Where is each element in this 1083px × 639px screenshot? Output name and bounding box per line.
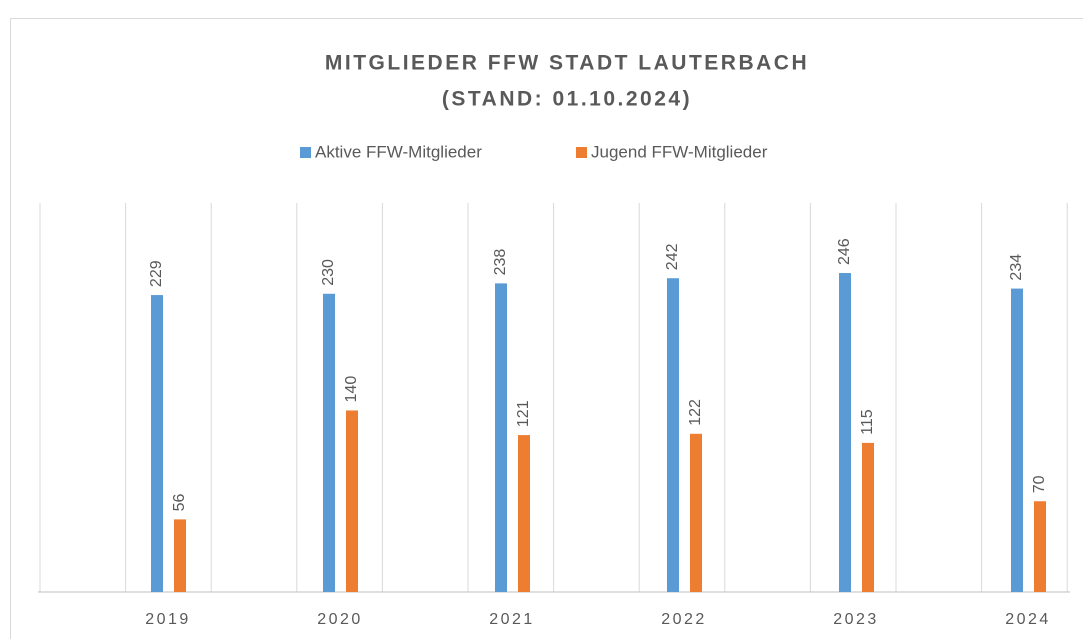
legend-swatch (300, 147, 311, 158)
data-label: 230 (320, 259, 337, 286)
data-label: 121 (515, 400, 532, 427)
bar (1011, 288, 1023, 592)
data-label: 140 (343, 376, 360, 403)
x-tick-label: 2022 (661, 611, 707, 628)
chart-title: MITGLIEDER FFW STADT LAUTERBACH (325, 52, 809, 75)
bar (346, 410, 358, 592)
bar (1034, 501, 1046, 592)
data-label: 115 (859, 409, 876, 435)
bar (667, 278, 679, 592)
data-label: 234 (1008, 254, 1025, 281)
x-tick-label: 2023 (833, 611, 879, 628)
bar (862, 442, 874, 592)
bar (151, 295, 163, 592)
data-label: 56 (171, 493, 188, 511)
bar (518, 435, 530, 592)
legend-swatch (576, 147, 587, 158)
data-label: 238 (492, 249, 509, 276)
bar (174, 519, 186, 592)
x-tick-label: 2020 (317, 611, 363, 628)
data-label: 242 (664, 243, 681, 270)
legend-label: Aktive FFW-Mitglieder (315, 142, 482, 161)
x-tick-label: 2024 (1005, 611, 1051, 628)
bar (323, 293, 335, 592)
data-label: 229 (148, 260, 165, 287)
bar (839, 273, 851, 592)
chart-frame (10, 18, 1083, 639)
data-label: 246 (836, 238, 853, 265)
data-label: 122 (687, 399, 704, 426)
x-tick-label: 2019 (145, 611, 191, 628)
x-tick-label: 2021 (489, 611, 535, 628)
data-label: 70 (1031, 475, 1048, 493)
bar (690, 433, 702, 592)
bar (495, 283, 507, 592)
chart-title: (STAND: 01.10.2024) (442, 88, 692, 111)
legend-label: Jugend FFW-Mitglieder (591, 142, 768, 161)
